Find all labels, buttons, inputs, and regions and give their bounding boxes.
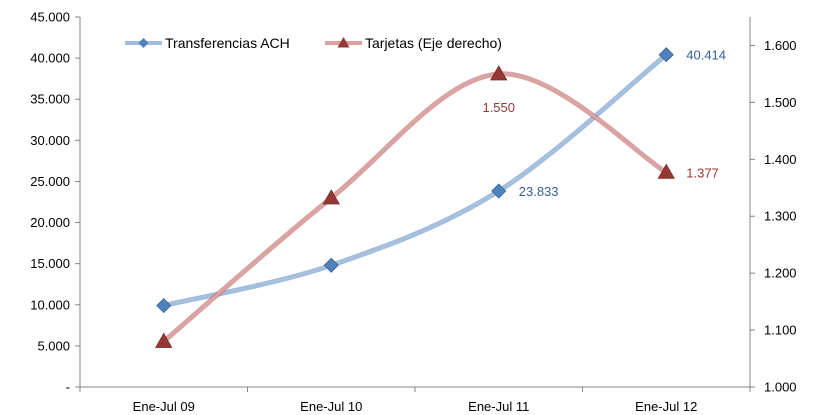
left-tick-label: - — [66, 380, 70, 395]
legend-label-ach: Transferencias ACH — [165, 35, 290, 51]
left-tick-label: 25.000 — [30, 174, 70, 189]
marker-ach — [156, 298, 172, 314]
left-tick-label: 15.000 — [30, 256, 70, 271]
legend-marker-tarjetas — [337, 37, 350, 48]
left-tick-label: 35.000 — [30, 92, 70, 107]
x-tick-label: Ene-Jul 10 — [300, 399, 362, 414]
data-labels: 23.833 40.414 1.550 1.377 — [482, 48, 726, 199]
x-tick-label: Ene-Jul 09 — [133, 399, 195, 414]
data-label-tarjetas: 1.377 — [686, 165, 719, 180]
data-label-tarjetas: 1.550 — [482, 100, 515, 115]
marker-ach — [658, 47, 674, 63]
marker-ach — [491, 183, 507, 199]
right-tick-label: 1.300 — [764, 209, 797, 224]
x-tick-label: Ene-Jul 12 — [635, 399, 697, 414]
marker-tarjetas — [155, 332, 173, 348]
left-tick-label: 40.000 — [30, 51, 70, 66]
left-tick-label: 30.000 — [30, 133, 70, 148]
right-tick-label: 1.600 — [764, 38, 797, 53]
left-axis-ticks: - 5.000 10.000 15.000 20.000 25.000 30.000 35.0… — [30, 10, 80, 395]
left-tick-label: 20.000 — [30, 215, 70, 230]
series-line-ach-outer — [161, 52, 669, 309]
marker-tarjetas — [657, 163, 675, 179]
data-label-ach: 40.414 — [686, 48, 726, 63]
right-axis-ticks: 1.000 1.100 1.200 1.300 1.400 1.500 1.600 — [750, 38, 797, 395]
legend-label-tarjetas: Tarjetas (Eje derecho) — [365, 35, 502, 51]
marker-tarjetas — [490, 65, 508, 81]
series-line-tarjetas — [162, 72, 668, 343]
series-markers — [155, 47, 675, 348]
marker-tarjetas — [322, 189, 340, 205]
series-lines — [161, 52, 669, 344]
right-tick-label: 1.000 — [764, 380, 797, 395]
left-tick-label: 5.000 — [37, 338, 70, 353]
x-tick-label: Ene-Jul 11 — [468, 399, 529, 414]
left-tick-label: 45.000 — [30, 10, 70, 25]
legend: Transferencias ACH Tarjetas (Eje derecho) — [125, 35, 502, 51]
right-tick-label: 1.500 — [764, 95, 797, 110]
series-line-ach — [162, 53, 668, 308]
marker-ach — [323, 257, 339, 273]
right-tick-label: 1.100 — [764, 323, 797, 338]
right-tick-label: 1.400 — [764, 152, 797, 167]
left-tick-label: 10.000 — [30, 297, 70, 312]
x-axis-ticks: Ene-Jul 09 Ene-Jul 10 Ene-Jul 11 Ene-Jul 12 — [79, 387, 751, 414]
right-tick-label: 1.200 — [764, 266, 797, 281]
chart-axes — [79, 17, 751, 388]
legend-marker-ach — [138, 38, 149, 48]
data-label-ach: 23.833 — [519, 184, 559, 199]
